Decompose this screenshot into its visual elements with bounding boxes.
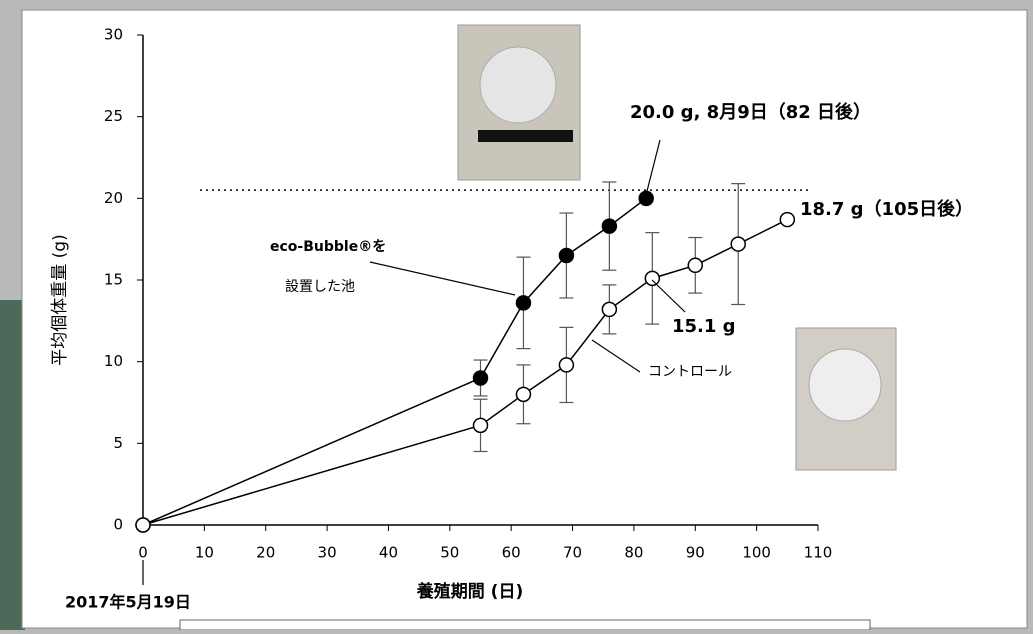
y-tick-label: 10 [104, 352, 123, 370]
x-tick-label: 90 [686, 544, 705, 562]
data-point [730, 236, 746, 252]
annotation: 15.1 g [672, 316, 736, 337]
data-point [601, 301, 618, 318]
x-tick-label: 100 [742, 544, 771, 562]
data-point [558, 247, 575, 264]
x-tick-label: 50 [440, 544, 459, 562]
annotation-leader [651, 279, 686, 313]
data-point [779, 211, 796, 228]
photo-detail [808, 348, 882, 422]
x-tick-label: 80 [624, 544, 643, 562]
x-tick-label: 10 [195, 544, 214, 562]
y-tick-label: 15 [104, 271, 123, 289]
annotation: 設置した池 [285, 279, 355, 295]
x-tick-label: 30 [318, 544, 337, 562]
data-point [644, 270, 661, 287]
x-tick-label: 60 [502, 544, 521, 562]
annotation-leader [645, 139, 661, 196]
x-axis-label: 養殖期間 (日) [416, 581, 523, 602]
data-point [515, 386, 532, 403]
data-point [558, 357, 575, 373]
annotation: 18.7 g（105日後） [800, 198, 973, 220]
y-tick-label: 25 [104, 107, 123, 125]
annotation: コントロール [648, 364, 732, 380]
y-tick-label: 5 [113, 434, 123, 452]
x-tick-label: 110 [804, 544, 833, 562]
annotation: eco-Bubble®を [270, 239, 386, 255]
annotation: 20.0 g, 8月9日（82 日後） [630, 101, 871, 123]
data-point [472, 417, 489, 434]
annotation: 2017年5月19日 [65, 593, 191, 612]
data-point [601, 218, 618, 234]
annotation-leader [369, 261, 516, 296]
x-tick-label: 20 [256, 544, 275, 562]
photo-detail [479, 46, 557, 124]
y-tick-label: 0 [113, 516, 123, 534]
x-tick-label: 70 [563, 544, 582, 562]
x-tick-label: 40 [379, 544, 398, 562]
y-axis-label: 平均個体重量 (g) [50, 234, 70, 365]
data-point [687, 257, 704, 274]
y-tick-label: 20 [104, 189, 123, 207]
lower-panel [179, 619, 871, 631]
background-photo [0, 300, 25, 630]
data-point [135, 517, 151, 533]
annotation-leader [591, 339, 641, 373]
data-point [472, 370, 489, 386]
x-tick-label: 0 [138, 544, 148, 562]
photo-detail [478, 130, 573, 142]
data-point [638, 190, 654, 207]
data-point [515, 295, 532, 311]
y-tick-label: 30 [104, 26, 123, 44]
